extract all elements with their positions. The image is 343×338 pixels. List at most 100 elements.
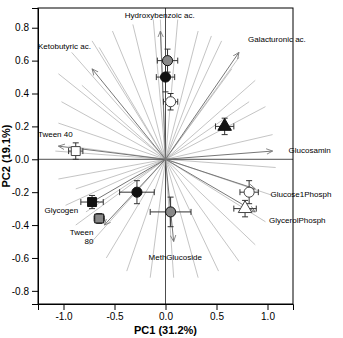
- y-tick: 0.2: [15, 121, 38, 132]
- arrow-label-line: MethGlucoside: [149, 253, 203, 262]
- loading-line: [166, 107, 266, 160]
- point: [166, 207, 176, 217]
- loading-line: [86, 159, 166, 212]
- arrow: [166, 159, 256, 212]
- x-axis-title: PC1 (31.2%): [134, 324, 197, 336]
- arrow-label-line: Hydroxybenzoic ac.: [125, 11, 195, 20]
- y-tick-mark: [32, 61, 38, 62]
- arrow-label-line: Galacturonic ac.: [248, 35, 306, 44]
- point: [244, 187, 254, 197]
- chart-container: -1.0-0.50.00.51.0-0.8-0.6-0.4-0.20.00.20…: [0, 0, 343, 338]
- arrow-label-line: GlycerolPhosph: [269, 216, 325, 225]
- arrow: [92, 159, 165, 202]
- x-tick: 0.0: [159, 304, 173, 322]
- point: [88, 198, 97, 207]
- x-tick-mark: [268, 304, 269, 310]
- loading-line: [76, 159, 166, 225]
- x-tick-label: 0.5: [210, 311, 224, 322]
- loading-line: [166, 69, 232, 159]
- arrow-label: Hydroxybenzoic ac.: [125, 11, 195, 20]
- arrow-label-line: Tween 40: [38, 130, 73, 139]
- arrow-label-line: Glucosamin: [289, 146, 331, 155]
- point: [71, 147, 80, 156]
- loading-line: [166, 159, 276, 167]
- y-tick-mark: [32, 258, 38, 259]
- loading-line: [166, 36, 212, 159]
- y-tick-label: 0.6: [15, 55, 29, 66]
- x-tick-mark: [64, 304, 65, 310]
- x-tick: -0.5: [106, 304, 124, 322]
- arrow-label-line: Glycogen: [44, 206, 78, 215]
- arrow: [166, 159, 174, 241]
- points: [71, 56, 254, 223]
- y-tick-label: -0.6: [12, 253, 30, 264]
- arrow-label: Tween 40: [38, 130, 73, 139]
- loading-line: [92, 41, 165, 159]
- arrow-label: GlycerolPhosph: [269, 216, 325, 225]
- y-tick: -0.6: [12, 253, 38, 264]
- x-tick-mark: [166, 304, 167, 310]
- point: [218, 119, 232, 131]
- point: [160, 72, 170, 82]
- arrow-label-line: Ketobutyric ac.: [38, 42, 91, 51]
- y-tick-mark: [32, 159, 38, 160]
- loading-line: [61, 102, 165, 160]
- point: [162, 56, 172, 66]
- arrows: [58, 31, 272, 241]
- arrow-label-line: Glucose1Phosph: [270, 190, 331, 199]
- point: [132, 187, 142, 197]
- y-tick: 0.6: [15, 55, 38, 66]
- arrow: [104, 159, 165, 225]
- loading-line: [82, 85, 166, 159]
- arrow-label: Glucose1Phosph: [270, 190, 331, 199]
- data-layer: [38, 8, 293, 304]
- loading-line: [166, 135, 273, 160]
- y-axis: -0.8-0.6-0.4-0.20.00.20.40.60.8: [12, 9, 39, 305]
- x-tick-mark: [217, 304, 218, 310]
- y-tick-mark: [32, 225, 38, 226]
- x-tick: -1.0: [55, 304, 73, 322]
- arrow-label: MethGlucoside: [149, 253, 203, 262]
- arrow-label: Ketobutyric ac.: [38, 42, 91, 51]
- y-tick-mark: [32, 192, 38, 193]
- x-axis-line: [39, 305, 294, 311]
- point: [95, 214, 104, 223]
- arrow-labels: Hydroxybenzoic ac. Galacturonic ac. Ketobu…: [38, 11, 331, 262]
- x-tick: 1.0: [261, 304, 275, 322]
- arrow-label: Glycogen: [44, 206, 78, 215]
- y-axis-title: PC2 (19.1%): [0, 124, 12, 187]
- chart: -1.0-0.50.00.51.0-0.8-0.6-0.4-0.20.00.20…: [0, 0, 343, 338]
- loading-line: [166, 159, 256, 245]
- arrow: [92, 69, 165, 159]
- y-tick-label: 0.2: [15, 121, 29, 132]
- y-tick-mark: [32, 126, 38, 127]
- x-tick-label: -1.0: [55, 311, 73, 322]
- loading-line: [166, 159, 273, 195]
- loading-line: [166, 159, 239, 261]
- x-tick: 0.5: [210, 304, 224, 322]
- y-tick-mark: [32, 28, 38, 29]
- loading-line: [58, 123, 165, 159]
- plot: -1.0-0.50.00.51.0-0.8-0.6-0.4-0.20.00.20…: [12, 8, 332, 322]
- loading-line: [166, 20, 178, 160]
- y-tick: 0.0: [15, 154, 38, 165]
- y-tick: 0.8: [15, 22, 38, 33]
- loading-line: [106, 159, 165, 258]
- error-bars: [69, 49, 259, 227]
- y-tick: -0.8: [12, 286, 38, 297]
- arrow: [160, 31, 165, 159]
- y-tick: -0.4: [12, 220, 38, 231]
- y-tick-label: 0.4: [15, 88, 29, 99]
- x-tick-label: 0.0: [159, 311, 173, 322]
- arrow: [58, 146, 165, 159]
- y-tick-mark: [32, 94, 38, 95]
- arrow: [166, 159, 256, 189]
- loading-line: [166, 102, 250, 160]
- x-tick-label: -0.5: [106, 311, 124, 322]
- y-tick: 0.4: [15, 88, 38, 99]
- point: [166, 97, 176, 107]
- point: [238, 201, 252, 213]
- arrow-label: Tween80: [70, 228, 94, 246]
- y-tick-label: -0.4: [12, 220, 30, 231]
- loading-line: [153, 20, 165, 160]
